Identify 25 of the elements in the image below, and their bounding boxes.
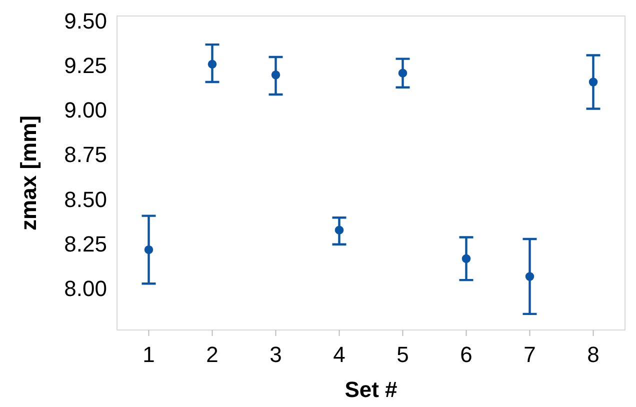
y-tick-label: 9.50 xyxy=(64,8,107,34)
point xyxy=(334,226,344,234)
point xyxy=(398,68,408,78)
y-axis-title: zmax [mm] xyxy=(16,116,41,230)
x-tick-label: 3 xyxy=(270,342,282,368)
point xyxy=(271,70,280,80)
y-tick-label: 9.00 xyxy=(64,98,107,123)
x-tick-label: 8 xyxy=(587,342,600,368)
x-tick-label: 5 xyxy=(396,342,409,368)
x-tick-label: 7 xyxy=(524,342,536,368)
point xyxy=(525,272,534,281)
x-tick-label: 2 xyxy=(206,342,218,368)
point xyxy=(208,60,217,69)
x-axis-title: Set # xyxy=(344,377,398,402)
y-tick-label: 8.00 xyxy=(64,276,107,302)
x-tick-label: 4 xyxy=(333,342,346,368)
y-tick-label: 8.75 xyxy=(64,142,107,168)
y-tick-label: 9.25 xyxy=(64,52,107,78)
point xyxy=(144,245,154,254)
x-tick-label: 6 xyxy=(460,342,472,368)
point xyxy=(462,254,471,263)
x-tick-label: 1 xyxy=(142,342,155,368)
point xyxy=(588,78,598,86)
y-tick-label: 8.50 xyxy=(64,186,107,212)
y-tick-label: 8.25 xyxy=(64,231,107,256)
